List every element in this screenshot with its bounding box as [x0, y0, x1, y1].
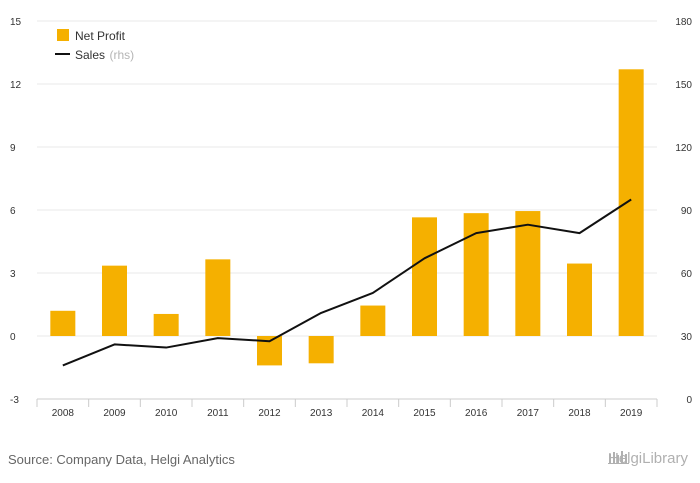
- line-series: [62, 198, 632, 367]
- legend-label-net-profit: Net Profit: [75, 29, 126, 43]
- legend: Net Profit Sales (rhs): [55, 29, 134, 63]
- bar-net-profit: [515, 211, 541, 336]
- y-right-tick-label: 150: [675, 80, 692, 91]
- x-tick-label: 2013: [310, 408, 333, 419]
- bar-net-profit: [50, 310, 76, 336]
- x-tick-label: 2009: [103, 408, 126, 419]
- y-left-tick-label: 6: [10, 206, 16, 217]
- y-left-tick-label: 15: [10, 17, 22, 28]
- y-left-tick-label: 0: [10, 332, 16, 343]
- x-tick-label: 2017: [517, 408, 540, 419]
- bar-net-profit: [102, 265, 127, 336]
- y-right-tick-label: 180: [675, 17, 692, 28]
- y-left-tick-label: 9: [10, 143, 16, 154]
- legend-label-sales-suffix: (rhs): [109, 48, 134, 62]
- y-right-tick-label: 0: [686, 395, 692, 406]
- bar-series: [50, 69, 644, 366]
- bar-net-profit: [308, 336, 334, 364]
- x-tick-label: 2019: [620, 408, 643, 419]
- bar-net-profit: [205, 259, 231, 336]
- bar-net-profit: [153, 313, 179, 336]
- source-note: Source: Company Data, Helgi Analytics: [8, 452, 235, 467]
- logo-text: HelgiLibrary: [607, 450, 688, 467]
- y-left-tick-label: -3: [10, 395, 19, 406]
- x-tick-label: 2012: [258, 408, 281, 419]
- bar-net-profit: [567, 263, 592, 336]
- y-right-tick-label: 60: [681, 269, 693, 280]
- x-tick-label: 2011: [207, 408, 229, 419]
- bar-net-profit: [618, 69, 644, 337]
- legend-label-sales: Sales (rhs): [75, 46, 134, 63]
- x-tick-label: 2008: [52, 408, 75, 419]
- bar-net-profit: [360, 305, 386, 336]
- x-tick-label: 2016: [465, 408, 488, 419]
- x-tick-label: 2018: [568, 408, 591, 419]
- legend-label-sales-name: Sales: [75, 48, 105, 62]
- x-tick-label: 2014: [362, 408, 385, 419]
- bar-net-profit: [412, 217, 437, 336]
- y-right-tick-label: 30: [681, 332, 693, 343]
- legend-swatch-net-profit: [57, 29, 69, 41]
- line-sales: [62, 198, 632, 367]
- y-right-tick-label: 90: [681, 206, 693, 217]
- x-tick-label: 2010: [155, 408, 178, 419]
- y-left-tick-label: 3: [10, 269, 16, 280]
- x-tick-label: 2015: [413, 408, 436, 419]
- y-left-tick-label: 12: [10, 80, 22, 91]
- gridlines: [37, 20, 657, 400]
- y-right-tick-label: 120: [675, 143, 692, 154]
- library-building-icon: [607, 451, 629, 464]
- helgi-library-logo: HelgiLibrary: [607, 450, 688, 467]
